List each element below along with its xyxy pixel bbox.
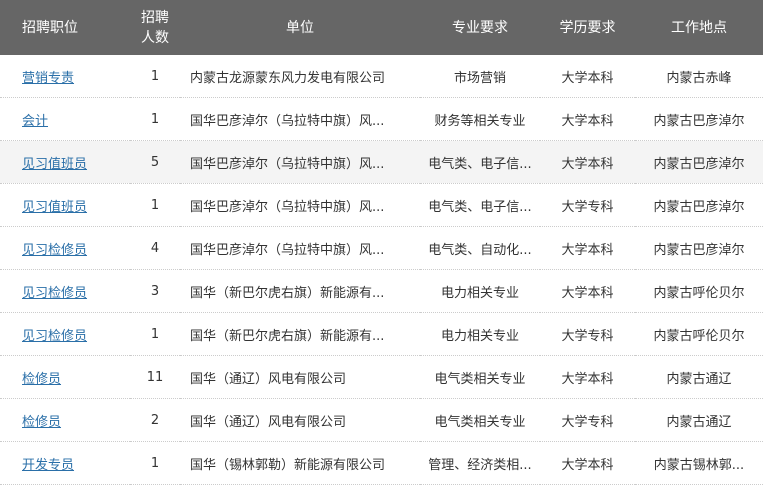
cell-count: 1: [130, 55, 180, 98]
cell-position: 见习值班员: [0, 140, 130, 184]
position-link[interactable]: 会计: [22, 113, 49, 129]
cell-education: 大学专科: [540, 183, 635, 227]
table-row: 见习值班员 1 国华巴彦淖尔（乌拉特中旗）风... 电气类、电子信... 大学专…: [0, 183, 763, 227]
cell-location: 内蒙古通辽: [635, 355, 763, 399]
cell-count: 11: [130, 355, 180, 399]
cell-position: 检修员: [0, 355, 130, 399]
cell-major: 电气类相关专业: [420, 355, 540, 399]
cell-major: 电气类、电子信...: [420, 183, 540, 227]
cell-education: 大学本科: [540, 55, 635, 98]
cell-major: 电气类相关专业: [420, 398, 540, 442]
cell-major: 管理、经济类相...: [420, 441, 540, 485]
cell-unit: 国华巴彦淖尔（乌拉特中旗）风...: [180, 140, 420, 184]
cell-position: 检修员: [0, 398, 130, 442]
header-position: 招聘职位: [0, 0, 130, 55]
position-link[interactable]: 见习值班员: [22, 199, 88, 215]
cell-education: 大学本科: [540, 97, 635, 141]
table-row: 见习检修员 3 国华（新巴尔虎右旗）新能源有... 电力相关专业 大学本科 内蒙…: [0, 269, 763, 313]
cell-education: 大学本科: [540, 441, 635, 485]
cell-education: 大学本科: [540, 226, 635, 270]
cell-major: 电气类、电子信...: [420, 140, 540, 184]
header-major: 专业要求: [420, 0, 540, 55]
table-header: 招聘职位 招聘人数 单位 专业要求 学历要求 工作地点: [0, 0, 763, 55]
header-count-line1: 招聘: [141, 9, 169, 26]
cell-count: 2: [130, 398, 180, 442]
cell-unit: 国华（新巴尔虎右旗）新能源有...: [180, 269, 420, 313]
cell-education: 大学本科: [540, 140, 635, 184]
cell-location: 内蒙古巴彦淖尔: [635, 97, 763, 141]
table-row: 见习检修员 4 国华巴彦淖尔（乌拉特中旗）风... 电气类、自动化... 大学本…: [0, 226, 763, 270]
position-link[interactable]: 见习值班员: [22, 156, 88, 172]
cell-major: 电力相关专业: [420, 269, 540, 313]
cell-position: 见习检修员: [0, 312, 130, 356]
header-count: 招聘 人数: [130, 0, 180, 55]
cell-major: 电力相关专业: [420, 312, 540, 356]
cell-location: 内蒙古巴彦淖尔: [635, 226, 763, 270]
table-row: 营销专责 1 内蒙古龙源蒙东风力发电有限公司 市场营销 大学本科 内蒙古赤峰: [0, 55, 763, 98]
cell-location: 内蒙古赤峰: [635, 55, 763, 98]
cell-education: 大学本科: [540, 269, 635, 313]
cell-position: 营销专责: [0, 55, 130, 98]
table-row: 见习检修员 1 国华（新巴尔虎右旗）新能源有... 电力相关专业 大学专科 内蒙…: [0, 312, 763, 356]
cell-unit: 国华巴彦淖尔（乌拉特中旗）风...: [180, 183, 420, 227]
cell-location: 内蒙古锡林郭...: [635, 441, 763, 485]
cell-position: 开发专员: [0, 441, 130, 485]
cell-major: 电气类、自动化...: [420, 226, 540, 270]
cell-unit: 内蒙古龙源蒙东风力发电有限公司: [180, 55, 420, 98]
cell-major: 财务等相关专业: [420, 97, 540, 141]
cell-count: 1: [130, 441, 180, 485]
table-row: 检修员 11 国华（通辽）风电有限公司 电气类相关专业 大学本科 内蒙古通辽: [0, 355, 763, 399]
cell-education: 大学专科: [540, 398, 635, 442]
cell-count: 4: [130, 226, 180, 270]
position-link[interactable]: 检修员: [22, 371, 62, 387]
position-link[interactable]: 营销专责: [22, 70, 75, 86]
position-link[interactable]: 见习检修员: [22, 285, 88, 301]
table-row: 会计 1 国华巴彦淖尔（乌拉特中旗）风... 财务等相关专业 大学本科 内蒙古巴…: [0, 97, 763, 141]
cell-location: 内蒙古巴彦淖尔: [635, 183, 763, 227]
cell-location: 内蒙古呼伦贝尔: [635, 312, 763, 356]
table-row: 检修员 2 国华（通辽）风电有限公司 电气类相关专业 大学专科 内蒙古通辽: [0, 398, 763, 442]
position-link[interactable]: 检修员: [22, 414, 62, 430]
cell-count: 1: [130, 312, 180, 356]
cell-unit: 国华（通辽）风电有限公司: [180, 355, 420, 399]
position-link[interactable]: 开发专员: [22, 457, 75, 473]
cell-position: 见习检修员: [0, 269, 130, 313]
cell-location: 内蒙古呼伦贝尔: [635, 269, 763, 313]
cell-count: 1: [130, 97, 180, 141]
cell-unit: 国华（锡林郭勒）新能源有限公司: [180, 441, 420, 485]
table-row: 开发专员 1 国华（锡林郭勒）新能源有限公司 管理、经济类相... 大学本科 内…: [0, 441, 763, 485]
cell-education: 大学本科: [540, 355, 635, 399]
cell-major: 市场营销: [420, 55, 540, 98]
cell-unit: 国华巴彦淖尔（乌拉特中旗）风...: [180, 97, 420, 141]
header-location: 工作地点: [635, 0, 763, 55]
cell-position: 会计: [0, 97, 130, 141]
cell-position: 见习检修员: [0, 226, 130, 270]
cell-location: 内蒙古通辽: [635, 398, 763, 442]
cell-location: 内蒙古巴彦淖尔: [635, 140, 763, 184]
cell-count: 3: [130, 269, 180, 313]
header-count-line2: 人数: [141, 29, 169, 46]
position-link[interactable]: 见习检修员: [22, 242, 88, 258]
cell-count: 1: [130, 183, 180, 227]
cell-education: 大学专科: [540, 312, 635, 356]
header-education: 学历要求: [540, 0, 635, 55]
header-unit: 单位: [180, 0, 420, 55]
table-row: 见习值班员 5 国华巴彦淖尔（乌拉特中旗）风... 电气类、电子信... 大学本…: [0, 140, 763, 184]
cell-count: 5: [130, 140, 180, 184]
position-link[interactable]: 见习检修员: [22, 328, 88, 344]
cell-unit: 国华巴彦淖尔（乌拉特中旗）风...: [180, 226, 420, 270]
cell-unit: 国华（新巴尔虎右旗）新能源有...: [180, 312, 420, 356]
cell-position: 见习值班员: [0, 183, 130, 227]
cell-unit: 国华（通辽）风电有限公司: [180, 398, 420, 442]
